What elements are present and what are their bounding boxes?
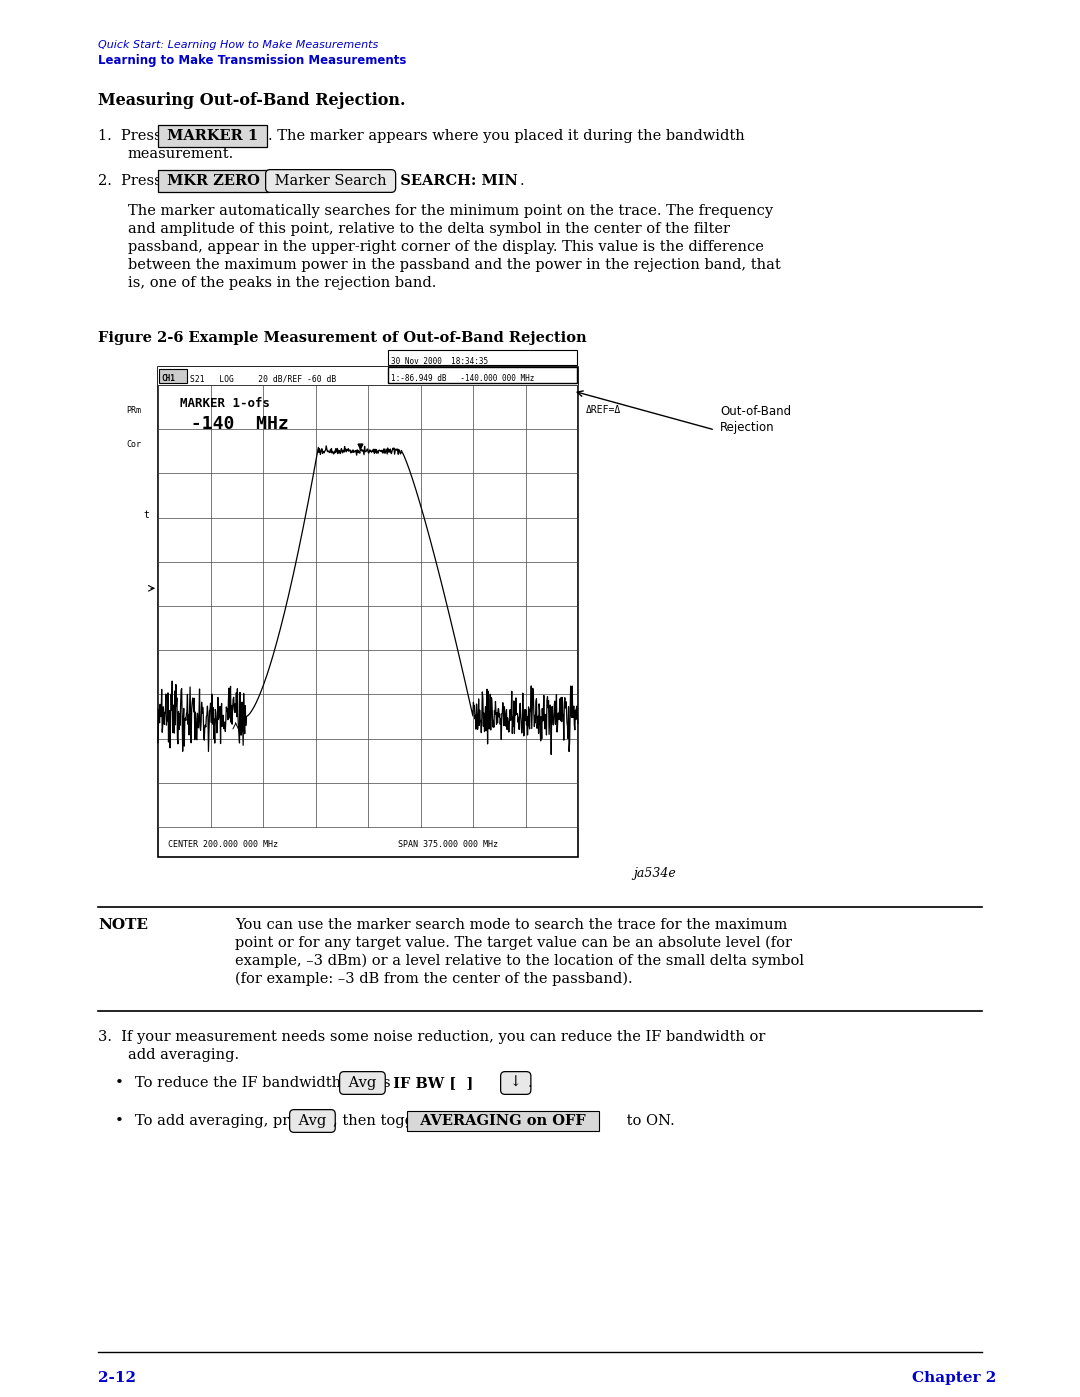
- Text: 3.  If your measurement needs some noise reduction, you can reduce the IF bandwi: 3. If your measurement needs some noise …: [98, 1030, 766, 1044]
- Text: to ON.: to ON.: [622, 1113, 675, 1127]
- Bar: [388, 351, 577, 365]
- Text: •: •: [114, 1076, 124, 1090]
- Text: Quick Start: Learning How to Make Measurements: Quick Start: Learning How to Make Measur…: [98, 41, 378, 50]
- Text: Measuring Out-of-Band Rejection.: Measuring Out-of-Band Rejection.: [98, 92, 405, 109]
- Text: SPAN 375.000 000 MHz: SPAN 375.000 000 MHz: [399, 840, 498, 849]
- Text: S21   LOG     20 dB/REF -60 dB: S21 LOG 20 dB/REF -60 dB: [190, 374, 336, 383]
- Text: Learning to Make Transmission Measurements: Learning to Make Transmission Measuremen…: [98, 54, 406, 67]
- Text: measurement.: measurement.: [129, 147, 234, 161]
- Text: example, –3 dBm) or a level relative to the location of the small delta symbol: example, –3 dBm) or a level relative to …: [235, 954, 804, 968]
- Text: Marker Search: Marker Search: [270, 175, 391, 189]
- Text: Cor: Cor: [126, 440, 141, 448]
- Text: passband, appear in the upper-right corner of the display. This value is the dif: passband, appear in the upper-right corn…: [129, 240, 764, 254]
- Text: Avg: Avg: [345, 1076, 381, 1090]
- Text: Example Measurement of Out-of-Band Rejection: Example Measurement of Out-of-Band Rejec…: [168, 331, 586, 345]
- Text: -140  MHz: -140 MHz: [180, 415, 288, 433]
- Text: •: •: [114, 1113, 124, 1127]
- Text: 30 Nov 2000  18:34:35: 30 Nov 2000 18:34:35: [391, 358, 488, 366]
- Text: . The marker appears where you placed it during the bandwidth: . The marker appears where you placed it…: [268, 129, 745, 142]
- Text: SEARCH: MIN: SEARCH: MIN: [390, 175, 523, 189]
- Bar: [158, 367, 578, 856]
- Text: add averaging.: add averaging.: [129, 1048, 239, 1062]
- Text: and amplitude of this point, relative to the delta symbol in the center of the f: and amplitude of this point, relative to…: [129, 222, 730, 236]
- Text: (for example: –3 dB from the center of the passband).: (for example: –3 dB from the center of t…: [235, 971, 633, 986]
- Text: t: t: [143, 510, 149, 520]
- Text: NOTE: NOTE: [98, 918, 148, 932]
- Text: 2-12: 2-12: [98, 1370, 136, 1384]
- Text: Out-of-Band
Rejection: Out-of-Band Rejection: [720, 405, 792, 434]
- Text: PRm: PRm: [126, 407, 141, 415]
- Text: IF BW [  ]: IF BW [ ]: [383, 1076, 484, 1090]
- Bar: [158, 367, 578, 386]
- Text: .: .: [519, 175, 525, 189]
- Text: 1.  Press: 1. Press: [98, 129, 166, 142]
- Text: between the maximum power in the passband and the power in the rejection band, t: between the maximum power in the passban…: [129, 258, 781, 272]
- Text: You can use the marker search mode to search the trace for the maximum: You can use the marker search mode to se…: [235, 918, 787, 932]
- Text: The marker automatically searches for the minimum point on the trace. The freque: The marker automatically searches for th…: [129, 204, 773, 218]
- Text: is, one of the peaks in the rejection band.: is, one of the peaks in the rejection ba…: [129, 277, 436, 291]
- Text: 2.  Press: 2. Press: [98, 175, 166, 189]
- Text: To reduce the IF bandwidth, press: To reduce the IF bandwidth, press: [135, 1076, 395, 1090]
- Text: 1:-86.949 dB   -140.000 000 MHz: 1:-86.949 dB -140.000 000 MHz: [391, 374, 535, 383]
- Text: .: .: [528, 1076, 532, 1090]
- Text: MKR ZERO: MKR ZERO: [162, 175, 265, 189]
- Text: Figure 2-6: Figure 2-6: [98, 331, 184, 345]
- Bar: [388, 367, 577, 383]
- Text: ΔREF=Δ: ΔREF=Δ: [586, 405, 621, 415]
- Text: , then toggle: , then toggle: [333, 1113, 432, 1127]
- Text: Chapter 2: Chapter 2: [912, 1370, 996, 1384]
- Text: CH1: CH1: [161, 374, 175, 383]
- Text: ja534e: ja534e: [633, 868, 676, 880]
- Text: point or for any target value. The target value can be an absolute level (for: point or for any target value. The targe…: [235, 936, 792, 950]
- Text: To add averaging, press: To add averaging, press: [135, 1113, 318, 1127]
- Text: MARKER 1-ofs: MARKER 1-ofs: [180, 397, 270, 409]
- Bar: [159, 369, 187, 383]
- Text: Avg: Avg: [294, 1113, 330, 1127]
- Text: AVERAGING on OFF: AVERAGING on OFF: [410, 1113, 596, 1127]
- Text: MARKER 1: MARKER 1: [162, 129, 264, 142]
- Text: ↓: ↓: [505, 1076, 527, 1090]
- Text: CENTER 200.000 000 MHz: CENTER 200.000 000 MHz: [168, 840, 278, 849]
